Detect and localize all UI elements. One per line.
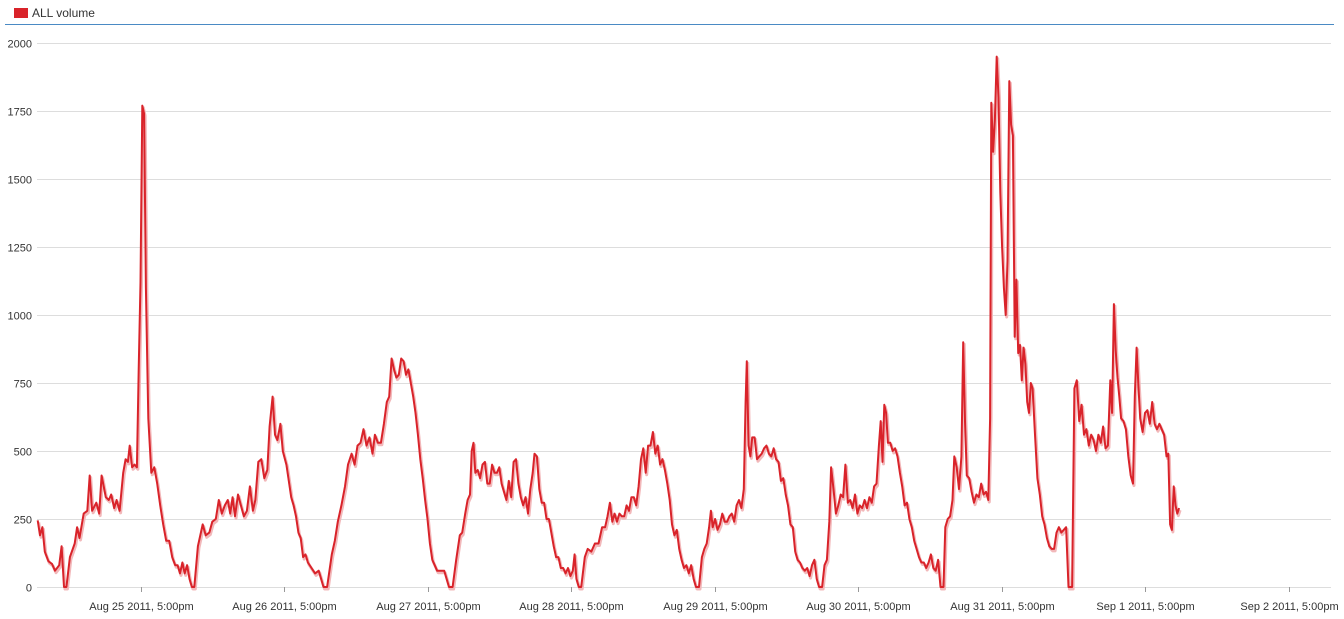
y-tick-label: 250 — [14, 515, 32, 527]
x-tick-label: Aug 29 2011, 5:00pm — [663, 601, 767, 613]
series-line — [36, 55, 1181, 588]
x-tick-label: Sep 1 2011, 5:00pm — [1096, 601, 1194, 613]
x-tick-label: Aug 27 2011, 5:00pm — [376, 601, 480, 613]
y-tick-label: 750 — [14, 379, 32, 391]
y-tick-label: 0 — [26, 583, 32, 595]
y-tick-label: 1000 — [8, 311, 32, 323]
x-tick-label: Aug 26 2011, 5:00pm — [232, 601, 336, 613]
y-tick-label: 2000 — [8, 39, 32, 51]
x-tick-label: Sep 2 2011, 5:00pm — [1240, 601, 1338, 613]
x-tick-label: Aug 30 2011, 5:00pm — [806, 601, 910, 613]
legend-label: ALL volume — [32, 6, 95, 20]
y-tick-label: 1250 — [8, 243, 32, 255]
legend: ALL volume — [14, 5, 95, 21]
x-tick-label: Aug 28 2011, 5:00pm — [519, 601, 623, 613]
legend-swatch — [14, 8, 28, 18]
y-tick-label: 1500 — [8, 175, 32, 187]
y-tick-label: 500 — [14, 447, 32, 459]
x-tick-label: Aug 31 2011, 5:00pm — [950, 601, 1054, 613]
x-tick-label: Aug 25 2011, 5:00pm — [89, 601, 193, 613]
y-tick-label: 1750 — [8, 107, 32, 119]
